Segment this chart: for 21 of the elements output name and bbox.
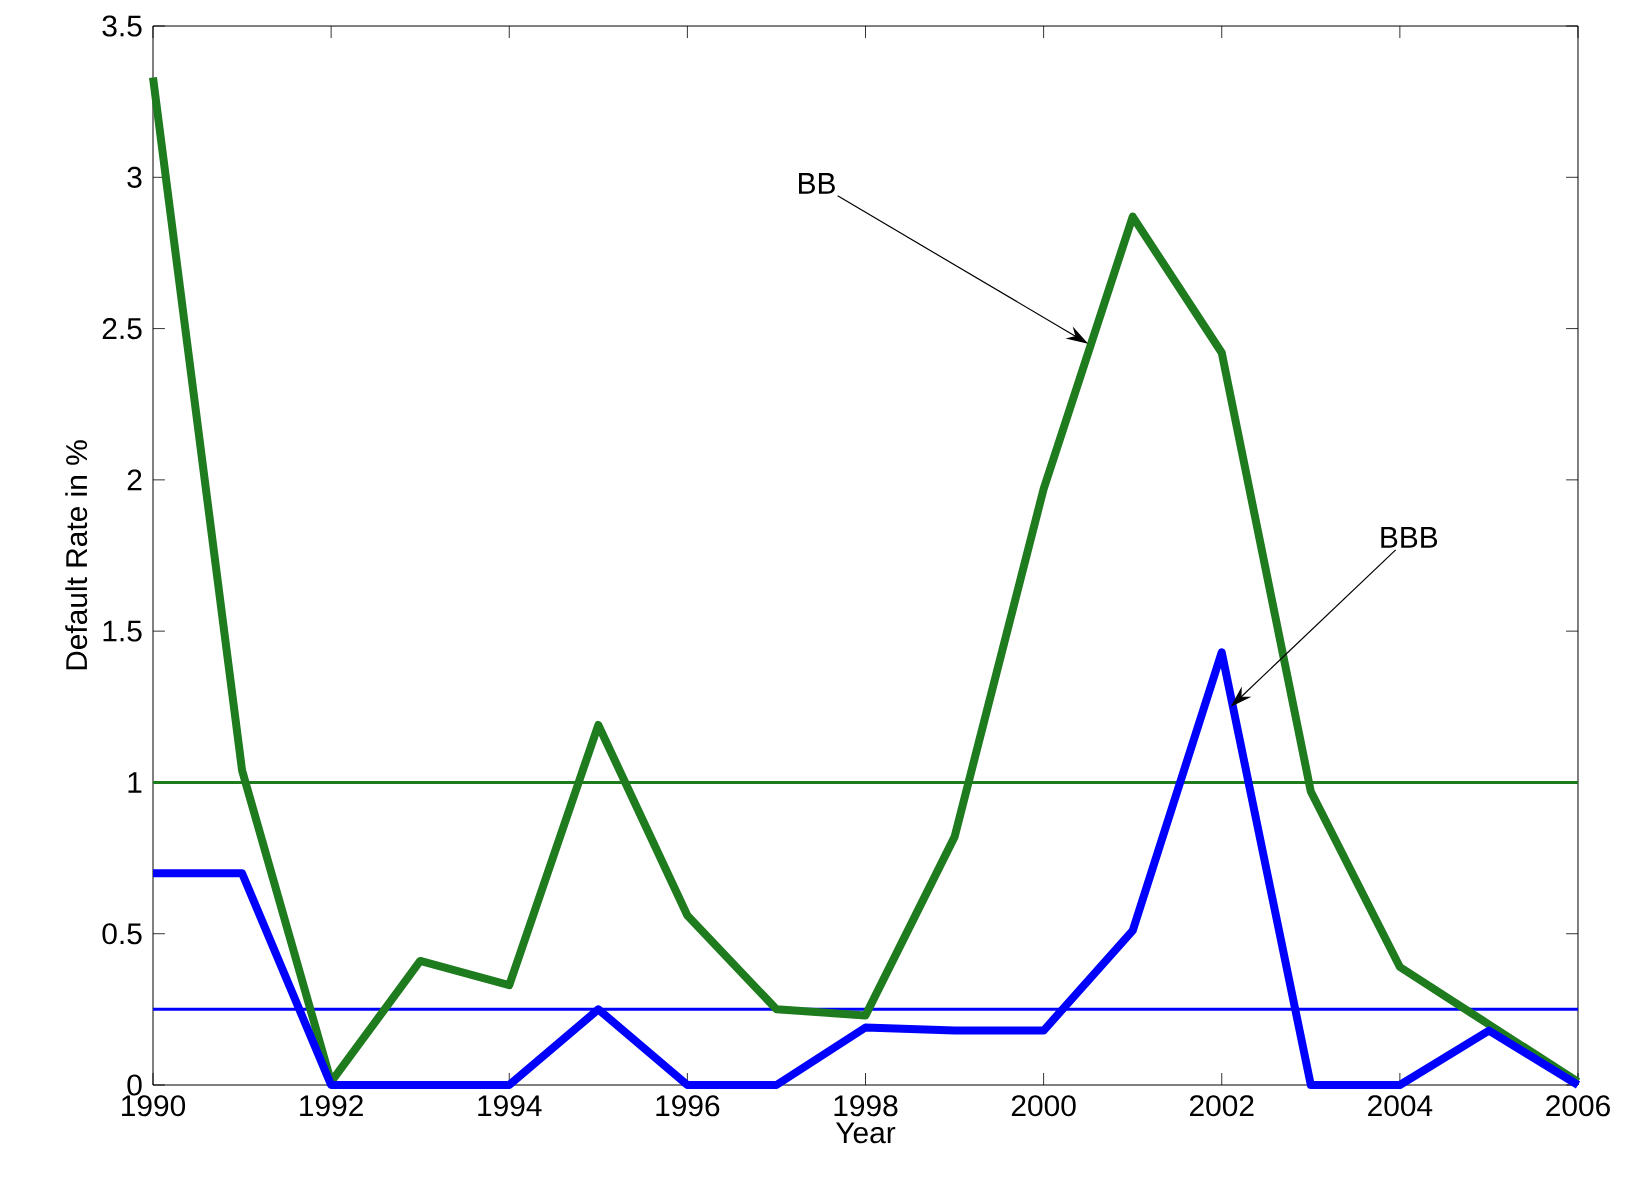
- y-tick-label: 1.5: [103, 620, 142, 642]
- y-tick-label: 2.5: [102, 318, 142, 340]
- x-tick-label: 2006: [1546, 1095, 1610, 1117]
- y-tick-label: 3: [127, 166, 142, 188]
- y-tick-label: 0: [127, 1074, 142, 1096]
- x-tick-label: 2000: [1011, 1095, 1076, 1117]
- x-tick-label: 1992: [300, 1095, 363, 1117]
- x-tick-label: 2004: [1368, 1095, 1433, 1117]
- annotation: BB: [799, 173, 835, 194]
- x-axis-title: Year: [835, 1122, 896, 1144]
- x-tick-label: 1998: [834, 1095, 898, 1117]
- x-tick-label: 1996: [656, 1095, 720, 1117]
- y-axis-title: Default Rate in %: [65, 440, 88, 670]
- x-tick-label: 1990: [122, 1095, 186, 1117]
- y-tick-label: 0.5: [102, 923, 142, 945]
- annotation: BBB: [1381, 527, 1438, 548]
- y-tick-label: 3.5: [102, 15, 142, 37]
- x-tick-label: 1994: [478, 1095, 542, 1117]
- y-tick-label: 1: [128, 772, 142, 793]
- y-tick-label: 2: [127, 469, 142, 491]
- x-tick-label: 2002: [1190, 1095, 1254, 1117]
